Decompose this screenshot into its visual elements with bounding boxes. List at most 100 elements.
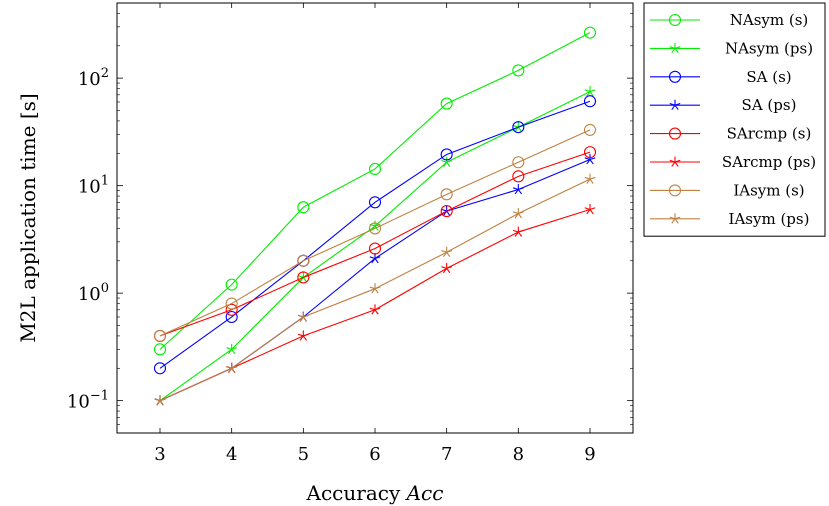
- axes: 3 4 5 6 7 8 9 10−1 100 101 102 Accuracy Acc M2L appl…: [16, 2, 634, 505]
- data-point-s7-p0: [154, 395, 166, 406]
- series-2: [153, 95, 597, 375]
- data-point-s1-p1-arm-1: [231, 347, 238, 350]
- data-point-s7-p5-arm-1: [518, 211, 524, 215]
- data-point-s4-p1: [225, 303, 238, 316]
- legend-label: NAsym (ps): [725, 39, 813, 57]
- x-tick-label: 3: [154, 444, 165, 465]
- data-point-s3-p3-arm-3: [371, 258, 376, 264]
- data-point-s7-p5-arm-4: [512, 211, 519, 215]
- data-point-s5-p4-arm-2: [446, 268, 451, 274]
- data-point-s5-p3-arm-4: [369, 307, 376, 311]
- data-point-s0-p0: [153, 343, 167, 356]
- y-tick-label: 100: [78, 281, 109, 305]
- legend-marker-arm-3: [671, 161, 676, 167]
- data-point-s4-p5: [512, 170, 525, 183]
- data-point-s5-p4-arm-4: [441, 266, 447, 269]
- data-point-s5-p4-arm-1: [446, 266, 453, 269]
- data-point-s5-p6-arm-1: [589, 207, 596, 211]
- data-point-s7-p3-arm-2: [374, 288, 379, 294]
- data-point-s7-p6-arm-4: [584, 176, 591, 180]
- data-point-s5-p3-arm-3: [371, 309, 376, 315]
- legend: NAsym (s) NAsym (ps) SA (s) SA (ps) SArcmp (…: [643, 2, 826, 237]
- x-tick-label: 8: [513, 444, 524, 465]
- legend-marker-arm-3: [671, 218, 676, 224]
- data-point-s3-p6-arm-3: [586, 159, 591, 165]
- legend-marker: [669, 213, 681, 224]
- y-tick-label: 10−1: [67, 389, 109, 413]
- data-point-s5-p2-arm-4: [297, 333, 304, 337]
- data-point-s5-p6-arm-4: [584, 207, 591, 211]
- series-line-0: [159, 32, 591, 350]
- legend-marker-arm-3: [671, 104, 676, 110]
- legend-marker: [668, 70, 682, 83]
- series-6: [153, 123, 597, 342]
- legend-marker-arm-2: [674, 48, 679, 54]
- legend-entry-6: IAsym (s): [650, 181, 805, 199]
- data-point-s7-p2-arm-2: [302, 316, 308, 322]
- series-1: [154, 86, 596, 406]
- y-axis-label: M2L application time [s]: [16, 93, 40, 342]
- data-point-s3-p5-arm-1: [518, 187, 524, 191]
- data-point-s1-p6: [584, 86, 596, 97]
- data-point-s7-p3-arm-4: [369, 286, 376, 290]
- series-line-2: [159, 100, 591, 369]
- data-point-s5-p6-arm-3: [586, 209, 591, 215]
- legend-marker-arm-1: [674, 102, 681, 106]
- data-point-s3-p6: [584, 154, 596, 165]
- data-point-s0-p2: [297, 201, 310, 214]
- series-line-7: [159, 178, 591, 402]
- legend-marker: [668, 127, 682, 140]
- data-point-s3-p4-arm-2: [446, 210, 451, 216]
- legend-marker-arm-4: [669, 159, 676, 163]
- data-point-s5-p2-arm-1: [303, 333, 309, 337]
- legend-marker-arm-1: [674, 159, 681, 163]
- data-point-s7-p2-arm-1: [303, 314, 309, 318]
- data-point-s5-p4: [441, 262, 453, 274]
- data-point-s1-p1-arm-4: [226, 347, 232, 350]
- legend-marker: [669, 156, 681, 167]
- data-point-s7-p6-arm-3: [586, 178, 591, 184]
- data-point-s2-p4: [440, 148, 453, 161]
- legend-label: IAsym (ps): [729, 210, 810, 228]
- data-point-s1-p4-arm-4: [441, 160, 447, 163]
- data-point-s7-p0-arm-3: [156, 400, 161, 406]
- legend-label: SA (ps): [742, 96, 797, 114]
- legend-marker: [668, 184, 682, 197]
- data-point-s3-p6-arm-2: [589, 159, 594, 165]
- legend-marker-arm-2: [674, 104, 679, 110]
- data-point-s7-p1-arm-2: [231, 367, 236, 374]
- legend-marker-arm-4: [669, 46, 676, 49]
- data-point-s5-p3-arm-2: [374, 309, 379, 315]
- series-line-6: [159, 129, 591, 337]
- data-point-s1-p2-arm-2: [302, 277, 308, 283]
- data-point-s3-p3-arm-2: [374, 258, 379, 264]
- data-point-s7-p0-arm-2: [159, 400, 164, 406]
- legend-marker-arm-1: [674, 46, 681, 49]
- legend-entry-1: NAsym (ps): [650, 39, 813, 57]
- data-point-s0-p1: [225, 278, 238, 291]
- data-point-s1-p4-arm-2: [446, 161, 451, 168]
- legend-marker-arm-4: [669, 216, 676, 220]
- data-point-s1-p6-arm-3: [586, 91, 591, 97]
- data-point-s7-p2: [297, 311, 309, 322]
- data-point-s0-p4: [440, 97, 453, 110]
- data-point-s3-p6-arm-1: [589, 157, 596, 161]
- legend-marker-arm-2: [674, 161, 679, 167]
- data-point-s7-p3-arm-1: [374, 286, 381, 290]
- data-point-s5-p5-arm-2: [517, 231, 523, 237]
- data-point-s3-p3: [369, 253, 381, 264]
- data-point-s1-p4-arm-1: [446, 160, 453, 163]
- legend-marker-arm-2: [674, 218, 679, 224]
- data-point-s5-p5-arm-3: [514, 231, 519, 237]
- legend-entry-5: SArcmp (ps): [650, 153, 816, 171]
- legend-label: NAsym (s): [730, 11, 809, 29]
- x-tick-label: 6: [369, 444, 380, 465]
- data-point-s4-p6: [583, 146, 597, 159]
- data-point-s1-p1-arm-2: [231, 349, 236, 355]
- x-tick-label: 4: [226, 444, 237, 465]
- data-point-s6-p0: [153, 329, 167, 342]
- data-point-s7-p4-arm-2: [446, 251, 451, 258]
- data-point-s7-p2-arm-3: [299, 316, 304, 322]
- legend-label: IAsym (s): [733, 181, 804, 199]
- data-point-s6-p5: [512, 156, 525, 169]
